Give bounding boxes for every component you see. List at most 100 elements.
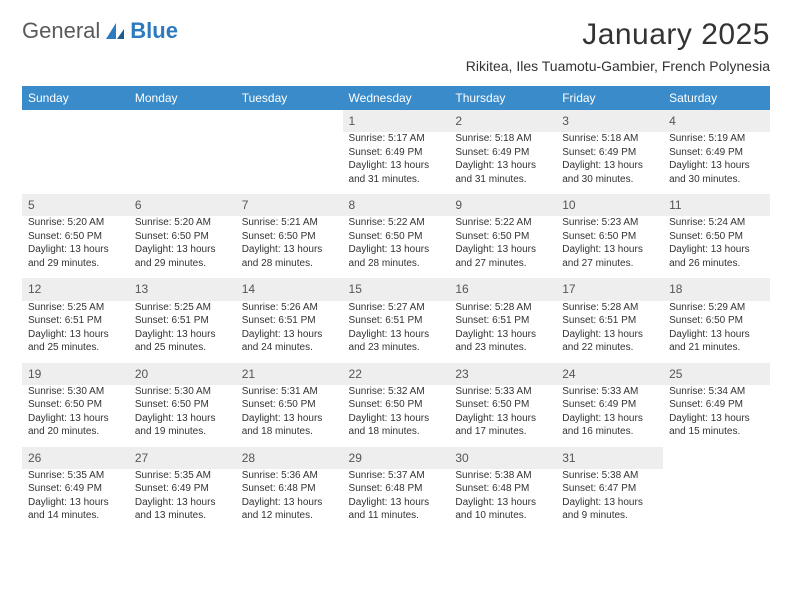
day-number-cell: 18 <box>663 278 770 300</box>
weekday-header: Friday <box>556 86 663 110</box>
sunrise-line: Sunrise: 5:37 AM <box>349 469 444 483</box>
sunrise-line: Sunrise: 5:31 AM <box>242 385 337 399</box>
sunrise-line: Sunrise: 5:24 AM <box>669 216 764 230</box>
day-number-cell: 10 <box>556 194 663 216</box>
day-detail-cell: Sunrise: 5:20 AMSunset: 6:50 PMDaylight:… <box>129 216 236 278</box>
day-number-cell: 22 <box>343 363 450 385</box>
location-subtitle: Rikitea, Iles Tuamotu-Gambier, French Po… <box>466 58 770 74</box>
day-detail-cell: Sunrise: 5:26 AMSunset: 6:51 PMDaylight:… <box>236 301 343 363</box>
sunrise-line: Sunrise: 5:30 AM <box>28 385 123 399</box>
sunset-line: Sunset: 6:49 PM <box>669 146 764 160</box>
day-number-cell: 12 <box>22 278 129 300</box>
daylight-line: Daylight: 13 hours and 20 minutes. <box>28 412 123 439</box>
day-number-cell: 19 <box>22 363 129 385</box>
day-number-cell: 9 <box>449 194 556 216</box>
weekday-header: Sunday <box>22 86 129 110</box>
daylight-line: Daylight: 13 hours and 13 minutes. <box>135 496 230 523</box>
day-detail-cell: Sunrise: 5:19 AMSunset: 6:49 PMDaylight:… <box>663 132 770 194</box>
title-block: January 2025 Rikitea, Iles Tuamotu-Gambi… <box>466 18 770 74</box>
day-detail-cell <box>663 469 770 531</box>
day-detail-cell <box>236 132 343 194</box>
sunrise-line: Sunrise: 5:38 AM <box>455 469 550 483</box>
calendar-body: 1234Sunrise: 5:17 AMSunset: 6:49 PMDayli… <box>22 110 770 531</box>
daylight-line: Daylight: 13 hours and 26 minutes. <box>669 243 764 270</box>
day-number-cell: 1 <box>343 110 450 132</box>
sunrise-line: Sunrise: 5:28 AM <box>455 301 550 315</box>
sunrise-line: Sunrise: 5:20 AM <box>28 216 123 230</box>
day-number-cell: 4 <box>663 110 770 132</box>
sunrise-line: Sunrise: 5:20 AM <box>135 216 230 230</box>
sunset-line: Sunset: 6:51 PM <box>242 314 337 328</box>
sunrise-line: Sunrise: 5:18 AM <box>455 132 550 146</box>
day-number-cell <box>129 110 236 132</box>
weekday-header: Monday <box>129 86 236 110</box>
sunrise-line: Sunrise: 5:34 AM <box>669 385 764 399</box>
month-title: January 2025 <box>466 18 770 52</box>
daylight-line: Daylight: 13 hours and 9 minutes. <box>562 496 657 523</box>
sunset-line: Sunset: 6:50 PM <box>135 230 230 244</box>
daylight-line: Daylight: 13 hours and 27 minutes. <box>562 243 657 270</box>
daylight-line: Daylight: 13 hours and 18 minutes. <box>242 412 337 439</box>
day-detail-cell: Sunrise: 5:28 AMSunset: 6:51 PMDaylight:… <box>556 301 663 363</box>
sunrise-line: Sunrise: 5:17 AM <box>349 132 444 146</box>
day-detail-row: Sunrise: 5:35 AMSunset: 6:49 PMDaylight:… <box>22 469 770 531</box>
daylight-line: Daylight: 13 hours and 31 minutes. <box>455 159 550 186</box>
daylight-line: Daylight: 13 hours and 14 minutes. <box>28 496 123 523</box>
day-detail-cell <box>129 132 236 194</box>
day-detail-cell: Sunrise: 5:17 AMSunset: 6:49 PMDaylight:… <box>343 132 450 194</box>
day-detail-cell: Sunrise: 5:28 AMSunset: 6:51 PMDaylight:… <box>449 301 556 363</box>
day-detail-cell: Sunrise: 5:23 AMSunset: 6:50 PMDaylight:… <box>556 216 663 278</box>
day-detail-cell: Sunrise: 5:22 AMSunset: 6:50 PMDaylight:… <box>343 216 450 278</box>
day-number-row: 12131415161718 <box>22 278 770 300</box>
day-detail-cell: Sunrise: 5:36 AMSunset: 6:48 PMDaylight:… <box>236 469 343 531</box>
sunrise-line: Sunrise: 5:27 AM <box>349 301 444 315</box>
daylight-line: Daylight: 13 hours and 28 minutes. <box>349 243 444 270</box>
day-detail-cell: Sunrise: 5:31 AMSunset: 6:50 PMDaylight:… <box>236 385 343 447</box>
sunrise-line: Sunrise: 5:22 AM <box>455 216 550 230</box>
day-number-row: 1234 <box>22 110 770 132</box>
daylight-line: Daylight: 13 hours and 18 minutes. <box>349 412 444 439</box>
day-number-cell: 3 <box>556 110 663 132</box>
sunrise-line: Sunrise: 5:38 AM <box>562 469 657 483</box>
brand-part2: Blue <box>130 18 178 44</box>
brand-part1: General <box>22 18 100 44</box>
sunset-line: Sunset: 6:49 PM <box>562 398 657 412</box>
day-number-cell: 15 <box>343 278 450 300</box>
sunset-line: Sunset: 6:51 PM <box>455 314 550 328</box>
day-number-cell <box>236 110 343 132</box>
day-detail-cell: Sunrise: 5:33 AMSunset: 6:49 PMDaylight:… <box>556 385 663 447</box>
daylight-line: Daylight: 13 hours and 24 minutes. <box>242 328 337 355</box>
sunrise-line: Sunrise: 5:35 AM <box>135 469 230 483</box>
day-number-cell: 30 <box>449 447 556 469</box>
sunset-line: Sunset: 6:51 PM <box>28 314 123 328</box>
sunset-line: Sunset: 6:50 PM <box>349 230 444 244</box>
daylight-line: Daylight: 13 hours and 23 minutes. <box>349 328 444 355</box>
daylight-line: Daylight: 13 hours and 17 minutes. <box>455 412 550 439</box>
daylight-line: Daylight: 13 hours and 29 minutes. <box>28 243 123 270</box>
daylight-line: Daylight: 13 hours and 15 minutes. <box>669 412 764 439</box>
daylight-line: Daylight: 13 hours and 28 minutes. <box>242 243 337 270</box>
sunset-line: Sunset: 6:50 PM <box>135 398 230 412</box>
sunset-line: Sunset: 6:50 PM <box>455 230 550 244</box>
sunset-line: Sunset: 6:47 PM <box>562 482 657 496</box>
day-detail-row: Sunrise: 5:30 AMSunset: 6:50 PMDaylight:… <box>22 385 770 447</box>
day-detail-cell: Sunrise: 5:18 AMSunset: 6:49 PMDaylight:… <box>449 132 556 194</box>
day-detail-cell: Sunrise: 5:35 AMSunset: 6:49 PMDaylight:… <box>129 469 236 531</box>
sunrise-line: Sunrise: 5:25 AM <box>28 301 123 315</box>
sunset-line: Sunset: 6:50 PM <box>28 230 123 244</box>
day-detail-cell: Sunrise: 5:38 AMSunset: 6:47 PMDaylight:… <box>556 469 663 531</box>
day-detail-cell: Sunrise: 5:21 AMSunset: 6:50 PMDaylight:… <box>236 216 343 278</box>
daylight-line: Daylight: 13 hours and 30 minutes. <box>669 159 764 186</box>
day-detail-cell: Sunrise: 5:30 AMSunset: 6:50 PMDaylight:… <box>129 385 236 447</box>
sunset-line: Sunset: 6:51 PM <box>135 314 230 328</box>
weekday-header: Wednesday <box>343 86 450 110</box>
calendar-table: SundayMondayTuesdayWednesdayThursdayFrid… <box>22 86 770 531</box>
daylight-line: Daylight: 13 hours and 22 minutes. <box>562 328 657 355</box>
daylight-line: Daylight: 13 hours and 10 minutes. <box>455 496 550 523</box>
day-detail-cell: Sunrise: 5:29 AMSunset: 6:50 PMDaylight:… <box>663 301 770 363</box>
weekday-header: Tuesday <box>236 86 343 110</box>
day-detail-cell: Sunrise: 5:38 AMSunset: 6:48 PMDaylight:… <box>449 469 556 531</box>
day-detail-cell: Sunrise: 5:20 AMSunset: 6:50 PMDaylight:… <box>22 216 129 278</box>
day-number-cell: 14 <box>236 278 343 300</box>
daylight-line: Daylight: 13 hours and 19 minutes. <box>135 412 230 439</box>
